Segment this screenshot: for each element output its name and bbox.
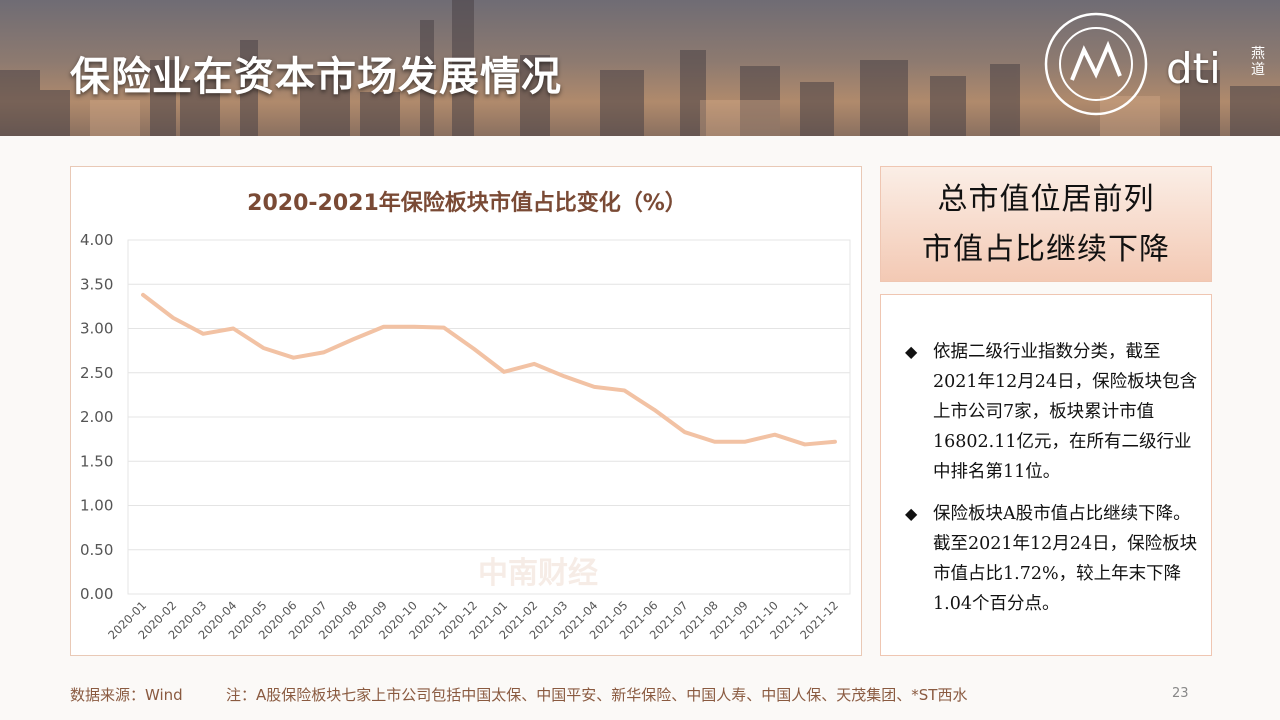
y-tick-label: 3.00 [80, 320, 113, 338]
y-tick-label: 2.50 [80, 364, 113, 382]
highlight-line-1: 总市值位居前列 [937, 182, 1155, 217]
y-tick-label: 4.00 [80, 231, 113, 249]
chart-panel: 2020-2021年保险板块市值占比变化（%） [70, 166, 862, 656]
y-tick-label: 1.50 [80, 452, 113, 470]
footer-note: 注：A股保险板块七家上市公司包括中国太保、中国平安、新华保险、中国人寿、中国人保… [226, 686, 968, 704]
skyline-image [0, 0, 1280, 136]
footer-source: 数据来源：Wind [70, 686, 183, 704]
y-tick-label: 0.50 [80, 541, 113, 559]
highlight-box: 总市值位居前列 市值占比继续下降 [880, 166, 1212, 282]
bullet-text: 保险板块A股市值占比继续下降。截至2021年12月24日，保险板块市值占比1.7… [933, 504, 1198, 614]
logo-emblem-icon [1044, 12, 1148, 116]
chart-title: 2020-2021年保险板块市值占比变化（%） [247, 191, 687, 216]
y-tick-label: 0.00 [80, 585, 113, 603]
y-tick-label: 2.00 [80, 408, 113, 426]
y-tick-label: 3.50 [80, 275, 113, 293]
y-tick-label: 1.00 [80, 497, 113, 515]
page-number: 23 [1172, 686, 1189, 701]
watermark: 中南财经 [478, 556, 598, 591]
highlight-line-2: 市值占比继续下降 [922, 232, 1170, 267]
diamond-bullet-icon: ◆ [905, 342, 918, 361]
bullet-item: ◆ 依据二级行业指数分类，截至2021年12月24日，保险板块包含上市公司7家，… [905, 337, 1205, 487]
bullet-item: ◆ 保险板块A股市值占比继续下降。截至2021年12月24日，保险板块市值占比1… [905, 499, 1205, 619]
logo-text: dti [1166, 44, 1221, 93]
bullet-text: 依据二级行业指数分类，截至2021年12月24日，保险板块包含上市公司7家，板块… [933, 342, 1198, 482]
header-banner: 保险业在资本市场发展情况 dti 燕道 [0, 0, 1280, 136]
diamond-bullet-icon: ◆ [905, 504, 918, 523]
logo-side-text: 燕道 [1251, 46, 1265, 78]
page-title: 保险业在资本市场发展情况 [70, 54, 562, 100]
description-box: ◆ 依据二级行业指数分类，截至2021年12月24日，保险板块包含上市公司7家，… [880, 294, 1212, 656]
series-line [141, 292, 837, 447]
